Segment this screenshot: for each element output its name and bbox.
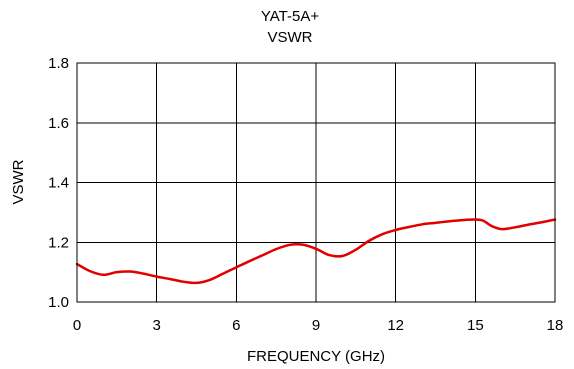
y-axis-label: VSWR: [10, 159, 27, 204]
x-axis-label: FREQUENCY (GHz): [247, 348, 385, 365]
x-tick-label: 12: [387, 317, 404, 334]
chart-title: YAT-5A+: [261, 8, 319, 25]
y-tick-label: 1.0: [48, 294, 69, 311]
x-tick-label: 0: [73, 317, 81, 334]
chart-subtitle: VSWR: [268, 29, 313, 46]
plot-frame: [76, 62, 556, 303]
y-tick-label: 1.6: [48, 115, 69, 132]
y-tick-label: 1.8: [48, 55, 69, 72]
grid-lines: [77, 63, 555, 302]
y-tick-label: 1.4: [48, 175, 69, 192]
x-tick-label: 15: [467, 317, 484, 334]
x-tick-label: 9: [312, 317, 320, 334]
series-layer: [75, 218, 557, 285]
x-tick-label: 18: [547, 317, 564, 334]
x-axis-ticks: 0 3 6 9 12 15 18: [73, 317, 564, 334]
y-axis-ticks: 1.0 1.2 1.4 1.6 1.8: [48, 55, 69, 311]
vswr-series-line: [75, 218, 557, 285]
x-tick-label: 3: [152, 317, 160, 334]
x-tick-label: 6: [232, 317, 240, 334]
y-tick-label: 1.2: [48, 234, 69, 251]
